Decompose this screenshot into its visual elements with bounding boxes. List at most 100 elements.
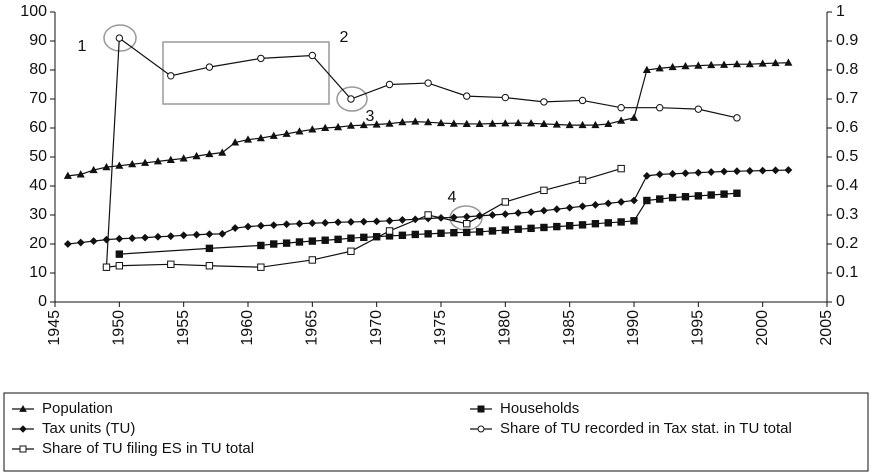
annotation: 1 xyxy=(78,38,87,55)
marker xyxy=(617,198,626,206)
marker xyxy=(642,65,651,74)
x-tick-label: 1955 xyxy=(175,310,192,346)
marker xyxy=(256,133,265,142)
marker xyxy=(720,60,729,68)
marker xyxy=(552,120,561,128)
marker xyxy=(501,93,510,102)
marker xyxy=(115,161,124,169)
marker xyxy=(514,209,523,217)
marker xyxy=(243,135,253,143)
y-tick-label: 40 xyxy=(29,177,47,194)
marker xyxy=(617,164,625,173)
marker xyxy=(656,104,664,112)
marker xyxy=(578,176,587,184)
marker xyxy=(488,211,497,219)
series-line xyxy=(106,168,622,268)
marker xyxy=(385,227,394,235)
marker xyxy=(205,63,214,71)
marker xyxy=(269,131,278,139)
marker xyxy=(630,196,638,205)
annotation: 4 xyxy=(448,189,457,206)
marker xyxy=(527,208,535,217)
marker xyxy=(424,117,433,126)
marker xyxy=(540,98,548,106)
marker xyxy=(282,220,291,229)
marker xyxy=(334,235,342,244)
marker xyxy=(655,170,664,179)
marker xyxy=(784,166,793,174)
annotation: 3 xyxy=(366,108,375,125)
marker xyxy=(218,229,227,238)
marker xyxy=(694,61,703,69)
x-tick-label: 1960 xyxy=(239,310,256,346)
marker xyxy=(385,80,394,89)
marker xyxy=(540,223,548,232)
x-tick-label: 1945 xyxy=(46,310,63,346)
marker xyxy=(166,155,175,163)
marker xyxy=(501,119,510,127)
marker xyxy=(167,260,175,269)
marker xyxy=(578,120,587,129)
marker xyxy=(141,233,149,242)
marker xyxy=(321,236,329,244)
y2-tick-label: 0.7 xyxy=(836,90,858,107)
y2-tick-label: 0.3 xyxy=(836,206,858,223)
marker xyxy=(63,171,72,179)
highlight-circle xyxy=(336,86,368,112)
marker xyxy=(656,195,664,203)
marker xyxy=(424,211,432,219)
marker xyxy=(565,222,574,230)
marker xyxy=(231,224,240,232)
marker xyxy=(347,95,355,103)
y-tick-label: 20 xyxy=(29,235,47,252)
marker xyxy=(694,168,703,177)
marker xyxy=(771,58,780,67)
marker xyxy=(347,247,355,255)
y2-tick-label: 0.2 xyxy=(836,235,858,252)
marker xyxy=(308,256,317,264)
y-tick-label: 60 xyxy=(29,119,47,136)
marker xyxy=(205,262,214,270)
marker xyxy=(360,233,368,242)
marker xyxy=(282,239,291,247)
marker xyxy=(475,119,484,127)
y-tick-label: 30 xyxy=(29,206,47,223)
marker xyxy=(128,160,137,168)
marker xyxy=(565,203,574,212)
marker xyxy=(745,167,754,175)
marker xyxy=(205,149,214,158)
marker xyxy=(231,138,240,146)
legend-marker xyxy=(19,404,27,412)
marker xyxy=(733,189,741,197)
legend-box xyxy=(3,392,869,472)
annotation: 2 xyxy=(340,29,349,46)
marker xyxy=(347,234,355,242)
marker xyxy=(591,120,600,129)
x-tick-label: 1980 xyxy=(497,310,514,346)
y2-tick-label: 0 xyxy=(836,293,845,310)
marker xyxy=(463,228,471,237)
marker xyxy=(308,219,317,228)
marker xyxy=(552,205,561,214)
marker xyxy=(578,96,587,105)
y2-tick-label: 0.8 xyxy=(836,61,858,78)
marker xyxy=(488,119,497,127)
marker xyxy=(218,148,227,156)
marker xyxy=(269,221,278,230)
y-tick-label: 50 xyxy=(29,148,47,165)
marker xyxy=(771,166,780,175)
marker xyxy=(540,186,548,195)
marker xyxy=(321,218,330,227)
x-tick-label: 1975 xyxy=(432,310,449,346)
marker xyxy=(334,218,342,227)
marker xyxy=(346,121,355,129)
y2-tick-label: 0.4 xyxy=(836,177,858,194)
marker xyxy=(745,59,754,68)
marker xyxy=(63,240,72,248)
marker xyxy=(501,198,510,206)
marker xyxy=(372,120,381,128)
marker xyxy=(115,250,124,258)
marker xyxy=(630,217,638,225)
marker xyxy=(347,218,355,226)
marker xyxy=(732,59,741,68)
